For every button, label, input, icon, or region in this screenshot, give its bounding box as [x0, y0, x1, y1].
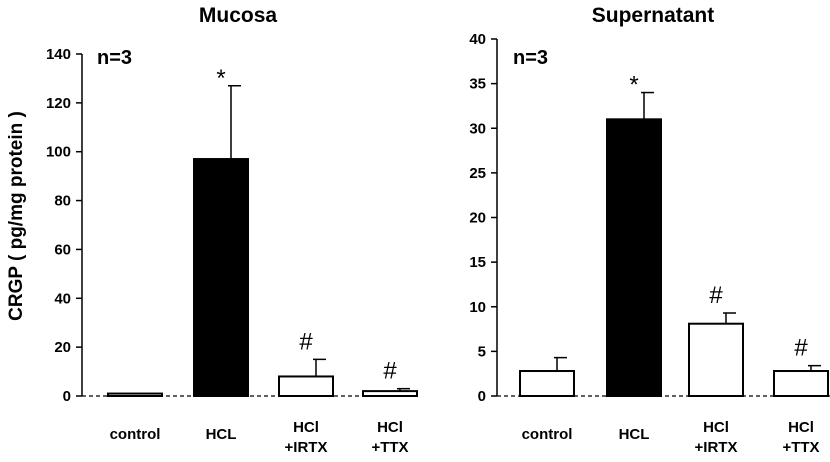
- x-tick-label: HCl: [703, 419, 729, 436]
- x-tick-label: HCl: [377, 419, 403, 436]
- y-tick-label: 10: [469, 299, 486, 316]
- y-tick-label: 30: [469, 120, 486, 137]
- y-tick-label: 60: [54, 241, 71, 258]
- significance-mark: #: [709, 282, 723, 309]
- bar: [606, 118, 662, 397]
- x-tick-label: +IRTX: [695, 439, 738, 456]
- bar: [107, 392, 163, 397]
- significance-mark: #: [794, 335, 808, 362]
- significance-mark: #: [383, 358, 397, 385]
- y-tick-label: 80: [54, 193, 71, 210]
- sample-size-label: n=3: [513, 47, 548, 69]
- bar: [688, 322, 744, 397]
- chart-title: Mucosa: [199, 4, 278, 27]
- y-tick-label: 40: [469, 31, 486, 48]
- chart-panel-1: Mucosa n=3 0 20 40 60 80 100 120 140 control * HCL # H…: [46, 4, 418, 456]
- sample-size-label: n=3: [97, 47, 132, 69]
- x-tick-label: HCL: [619, 426, 650, 443]
- significance-mark: #: [299, 328, 313, 355]
- chart-panel-2: Supernatant n=3 0 5 10 15 20 25 30 35 40 control * HC…: [469, 4, 830, 456]
- bar: [519, 370, 575, 398]
- significance-mark: *: [216, 65, 225, 92]
- y-tick-label: 20: [469, 210, 486, 227]
- x-tick-label: HCL: [206, 426, 237, 443]
- x-tick-label: HCl: [293, 419, 319, 436]
- y-tick-label: 140: [46, 46, 71, 63]
- x-tick-label: +TTX: [371, 439, 408, 456]
- x-tick-label: control: [110, 426, 161, 443]
- y-axis-label: CRGP ( pg/mg protein ): [6, 111, 27, 321]
- bar: [362, 390, 418, 398]
- x-tick-label: +IRTX: [285, 439, 328, 456]
- x-tick-label: +TTX: [782, 439, 819, 456]
- y-tick-label: 35: [469, 76, 486, 93]
- y-tick-label: 40: [54, 290, 71, 307]
- bar: [278, 375, 334, 398]
- bar: [773, 370, 829, 398]
- significance-mark: *: [629, 72, 638, 99]
- y-tick-label: 5: [478, 343, 486, 360]
- y-tick-label: 0: [63, 388, 71, 405]
- y-tick-label: 25: [469, 165, 486, 182]
- y-tick-label: 100: [46, 144, 71, 161]
- y-tick-label: 20: [54, 339, 71, 356]
- bar: [193, 158, 249, 397]
- y-tick-label: 120: [46, 95, 71, 112]
- y-tick-label: 0: [478, 388, 486, 405]
- x-tick-label: control: [522, 426, 573, 443]
- y-tick-label: 15: [469, 254, 486, 271]
- chart-title: Supernatant: [592, 4, 715, 27]
- x-tick-label: HCl: [788, 419, 814, 436]
